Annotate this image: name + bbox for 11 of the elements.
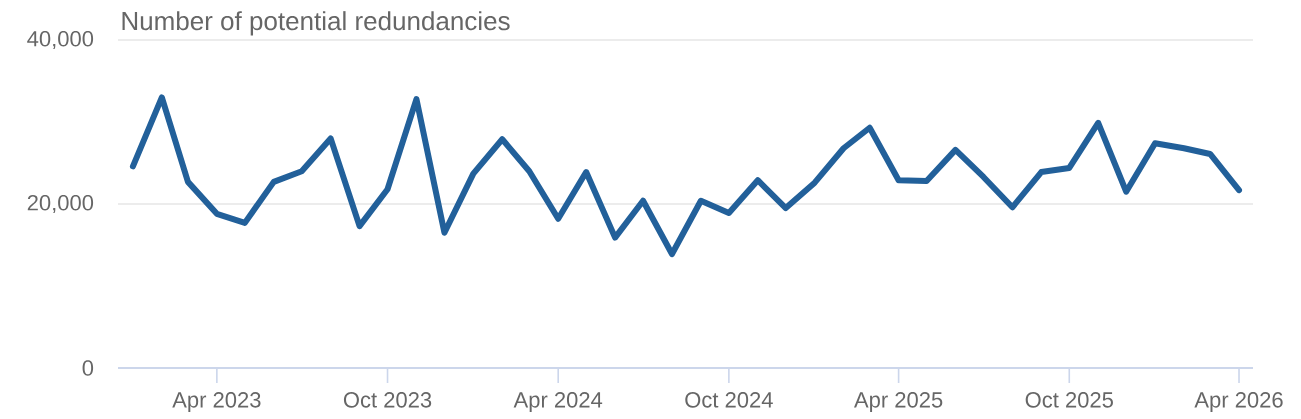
x-tick-label: Apr 2024 [513, 392, 603, 412]
x-tick-label: Oct 2023 [343, 392, 432, 408]
x-tick-label: Apr 2023 [172, 392, 261, 412]
y-tick-label: 0 [82, 360, 94, 376]
chart-title: Number of potential redundancies [122, 11, 510, 36]
y-tick-label: 40,000 [27, 30, 94, 50]
y-tick-label: 20,000 [27, 194, 94, 214]
x-tick-label: Apr 2025 [853, 392, 943, 412]
x-tick-label: Oct 2025 [1025, 392, 1113, 408]
x-tick-label: Oct 2024 [685, 392, 773, 408]
x-tick-label: Apr 2026 [1194, 392, 1283, 412]
